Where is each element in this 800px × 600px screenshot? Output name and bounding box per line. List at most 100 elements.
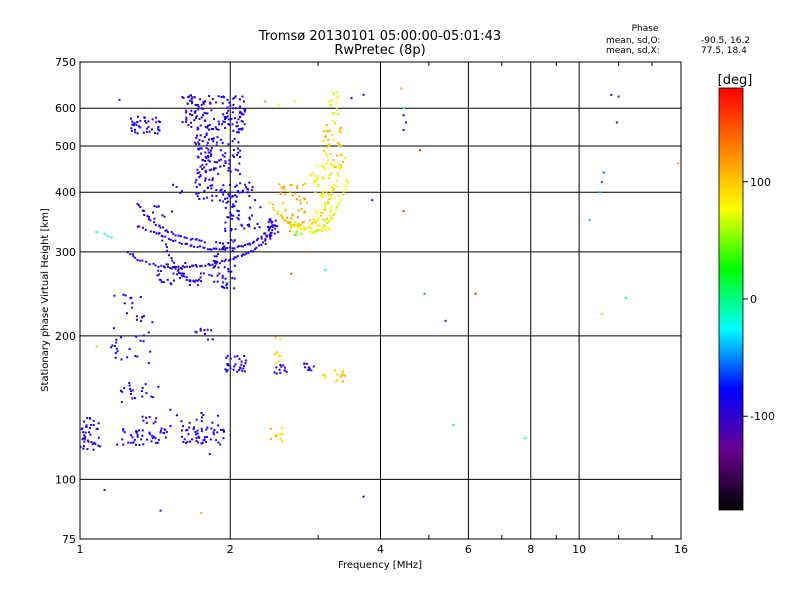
data-point (211, 194, 214, 197)
data-point (283, 188, 286, 191)
data-point (177, 234, 180, 237)
data-point (136, 435, 139, 438)
data-point (233, 256, 236, 259)
data-point (196, 246, 199, 249)
data-point (196, 103, 199, 106)
data-point (280, 440, 283, 443)
y-tick-label: 600 (55, 102, 76, 115)
data-point (199, 265, 202, 268)
data-point (342, 371, 345, 374)
colorbar-label: [deg] (718, 73, 753, 88)
data-point (206, 112, 209, 115)
data-point (239, 116, 242, 119)
data-point (209, 184, 212, 187)
data-point (182, 425, 185, 428)
data-point (303, 198, 306, 201)
data-point (145, 130, 148, 133)
data-point (273, 232, 276, 235)
data-point (327, 193, 330, 196)
data-point (309, 230, 312, 233)
data-point (86, 416, 89, 419)
y-tick-label: 75 (62, 533, 76, 546)
data-point (244, 359, 247, 362)
data-point (120, 336, 123, 339)
data-point (341, 373, 344, 376)
data-point (169, 425, 172, 428)
data-point (202, 413, 205, 416)
data-point (189, 238, 192, 241)
data-point (280, 186, 283, 189)
data-point (251, 188, 254, 191)
data-point (134, 128, 137, 131)
x-tick-label: 1 (77, 543, 84, 556)
data-point (269, 219, 272, 222)
data-point (181, 121, 184, 124)
data-point (228, 123, 231, 126)
data-point (325, 152, 328, 155)
data-point (163, 432, 166, 435)
data-point (200, 420, 203, 423)
data-point (304, 182, 307, 185)
data-point (306, 201, 309, 204)
data-point (193, 119, 196, 122)
data-point (82, 447, 85, 450)
data-point (287, 222, 290, 225)
data-point (195, 265, 198, 268)
data-point (215, 241, 218, 244)
data-point (221, 141, 224, 144)
data-point (110, 236, 113, 239)
data-point (131, 123, 134, 126)
data-point (137, 204, 140, 207)
data-point (169, 267, 172, 270)
data-point (235, 107, 238, 110)
data-point (290, 217, 293, 220)
data-point (290, 224, 293, 227)
data-point (131, 253, 134, 256)
data-point (198, 139, 201, 142)
data-point (598, 191, 601, 194)
data-point (97, 422, 100, 425)
data-point (158, 273, 161, 276)
data-point (233, 205, 236, 208)
data-point (350, 97, 353, 100)
data-point (210, 329, 213, 332)
data-point (210, 153, 213, 156)
data-point (135, 315, 138, 318)
data-point (142, 315, 145, 318)
data-point (276, 225, 279, 228)
data-point (140, 438, 143, 441)
data-point (234, 200, 237, 203)
data-point (160, 264, 163, 267)
data-point (188, 283, 191, 286)
data-point (195, 143, 198, 146)
data-point (205, 163, 208, 166)
data-point (223, 115, 226, 118)
data-point (305, 362, 308, 365)
data-point (185, 116, 188, 119)
data-point (199, 98, 202, 101)
data-point (237, 214, 240, 217)
data-point (88, 426, 91, 429)
data-point (200, 280, 203, 283)
data-point (248, 218, 251, 221)
data-point (232, 148, 235, 151)
data-point (239, 155, 242, 158)
data-point (323, 224, 326, 227)
data-point (132, 255, 135, 258)
data-point (224, 277, 227, 280)
data-point (339, 131, 342, 134)
data-point (324, 136, 327, 139)
data-point (217, 266, 220, 269)
data-point (271, 229, 274, 232)
data-point (236, 255, 239, 258)
data-point (237, 131, 240, 134)
data-point (264, 237, 267, 240)
data-point (300, 228, 303, 231)
data-point (193, 280, 196, 283)
data-point (136, 121, 139, 124)
data-point (218, 159, 221, 162)
data-point (362, 495, 365, 498)
data-point (92, 424, 95, 427)
data-point (237, 169, 240, 172)
data-point (308, 367, 311, 370)
